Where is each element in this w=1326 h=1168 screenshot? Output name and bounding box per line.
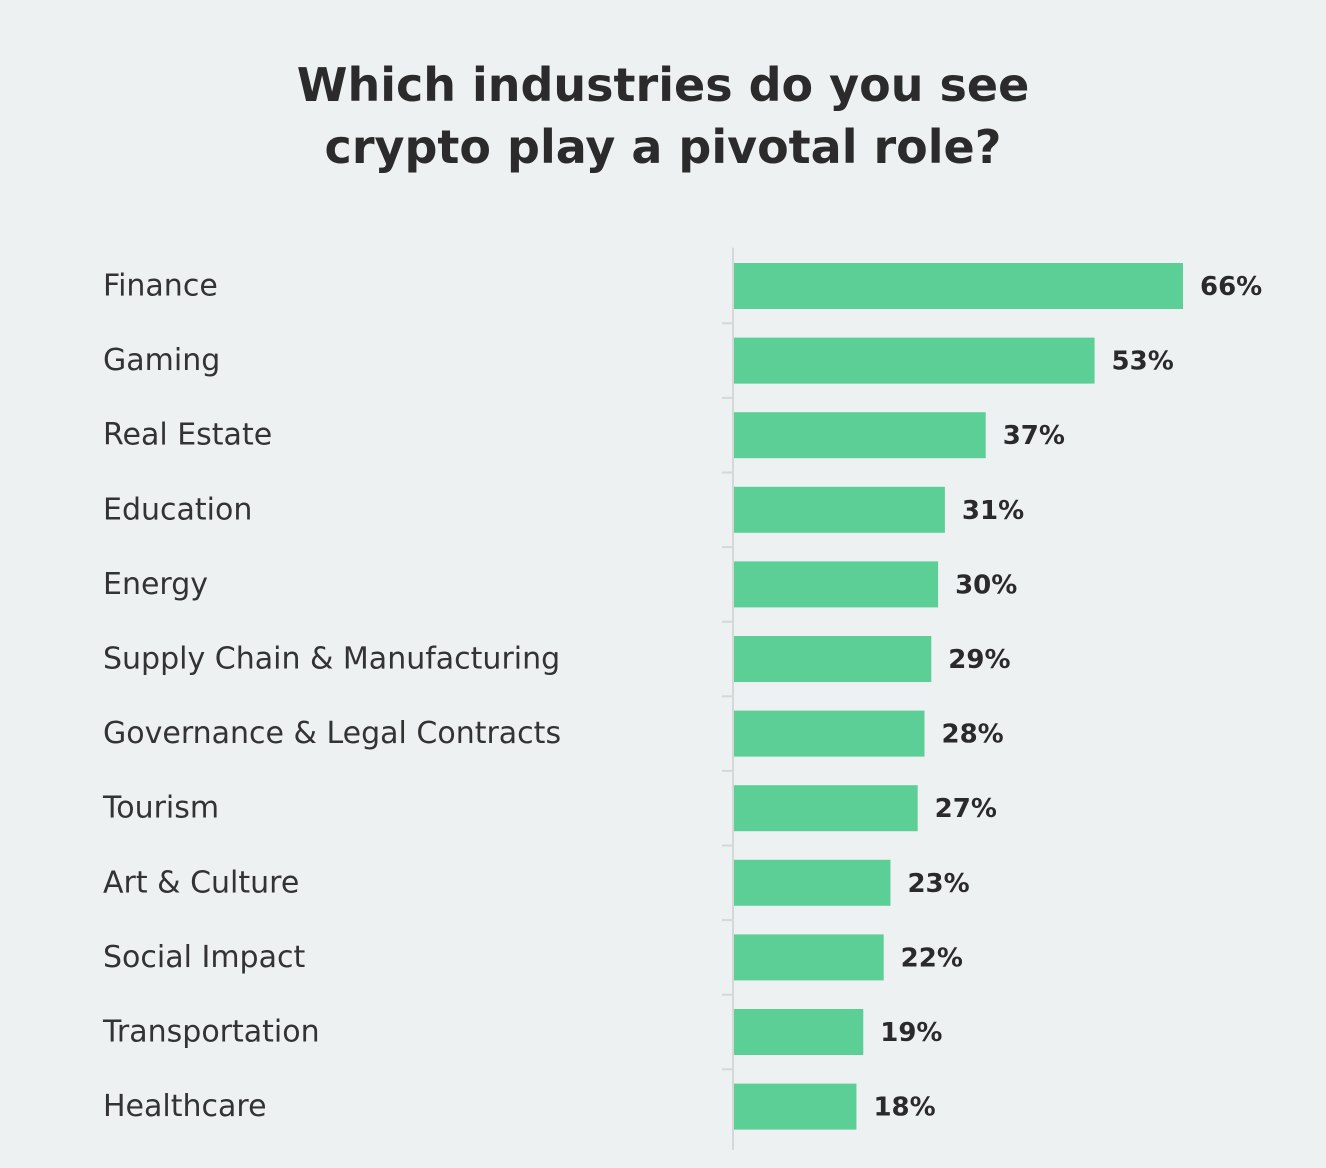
category-label: Gaming [103,343,220,378]
bar-social-impact [734,934,884,981]
chart-title: Which industries do you see crypto play … [0,54,1326,178]
value-label: 22% [901,943,963,973]
bar-gaming [734,337,1095,384]
value-label: 27% [935,794,997,824]
value-label: 37% [1003,421,1065,451]
category-label: Social Impact [103,940,305,975]
category-label: Energy [103,567,208,602]
value-label: 66% [1200,272,1262,302]
bar-healthcare [734,1083,857,1130]
value-label: 30% [955,570,1017,600]
bar-art-culture [734,859,891,906]
category-label: Supply Chain & Manufacturing [103,642,560,677]
value-label: 53% [1112,347,1174,377]
value-label: 23% [907,869,969,899]
value-label: 28% [941,720,1003,750]
chart-title-line-2: crypto play a pivotal role? [324,120,1002,174]
category-label: Finance [103,269,218,304]
value-label: 18% [873,1093,935,1123]
category-label: Tourism [102,791,219,826]
category-label: Art & Culture [103,865,299,900]
category-label: Education [103,492,252,527]
bar-finance [734,263,1183,309]
category-label: Transportation [102,1015,320,1050]
bar-supply-chain-manufacturing [734,636,932,682]
bar-energy [734,561,939,608]
value-label: 19% [880,1018,942,1048]
category-label: Governance & Legal Contracts [103,716,561,751]
bar-tourism [734,785,918,832]
value-label: 29% [948,645,1010,675]
bar-governance-legal-contracts [734,710,925,757]
category-label: Real Estate [103,418,272,453]
category-label: Healthcare [103,1089,267,1124]
bar-transportation [734,1009,864,1055]
bar-real-estate [734,412,986,459]
value-label: 31% [962,496,1024,526]
bar-education [734,486,945,533]
chart-title-line-1: Which industries do you see [296,58,1030,112]
